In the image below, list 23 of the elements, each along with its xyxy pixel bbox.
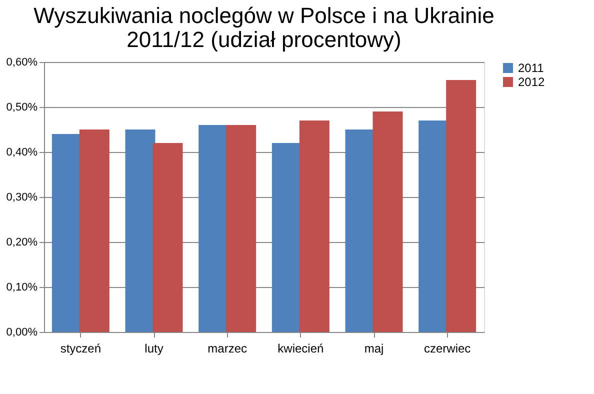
bar bbox=[79, 130, 110, 332]
y-tick-label: 0,10% bbox=[6, 282, 38, 294]
bar bbox=[446, 80, 476, 332]
bar bbox=[152, 143, 183, 332]
bar bbox=[226, 125, 256, 332]
x-tick-label: maj bbox=[364, 342, 384, 356]
y-tick-label: 0,40% bbox=[6, 146, 38, 158]
bar bbox=[372, 112, 403, 332]
y-tick-label: 0,50% bbox=[6, 102, 38, 114]
x-tick-label: marzec bbox=[208, 342, 248, 356]
x-tick-label: luty bbox=[144, 342, 164, 356]
x-tick-label: czerwiec bbox=[424, 342, 471, 356]
y-tick-label: 0,30% bbox=[6, 192, 38, 204]
legend-label: 2012 bbox=[518, 75, 546, 89]
y-tick-label: 0,60% bbox=[6, 56, 38, 68]
x-tick-label: kwiecień bbox=[278, 342, 324, 356]
y-tick-label: 0,00% bbox=[6, 326, 38, 338]
chart-title: Wyszukiwania noclegów w Polsce i na Ukrainie 2011/12 (udział procentowy) bbox=[34, 3, 494, 52]
bar bbox=[299, 120, 330, 332]
bar bbox=[125, 130, 156, 332]
x-tick-label: styczeń bbox=[60, 342, 102, 356]
y-tick-label: 0,20% bbox=[6, 236, 38, 248]
legend-label: 2011 bbox=[518, 61, 544, 75]
